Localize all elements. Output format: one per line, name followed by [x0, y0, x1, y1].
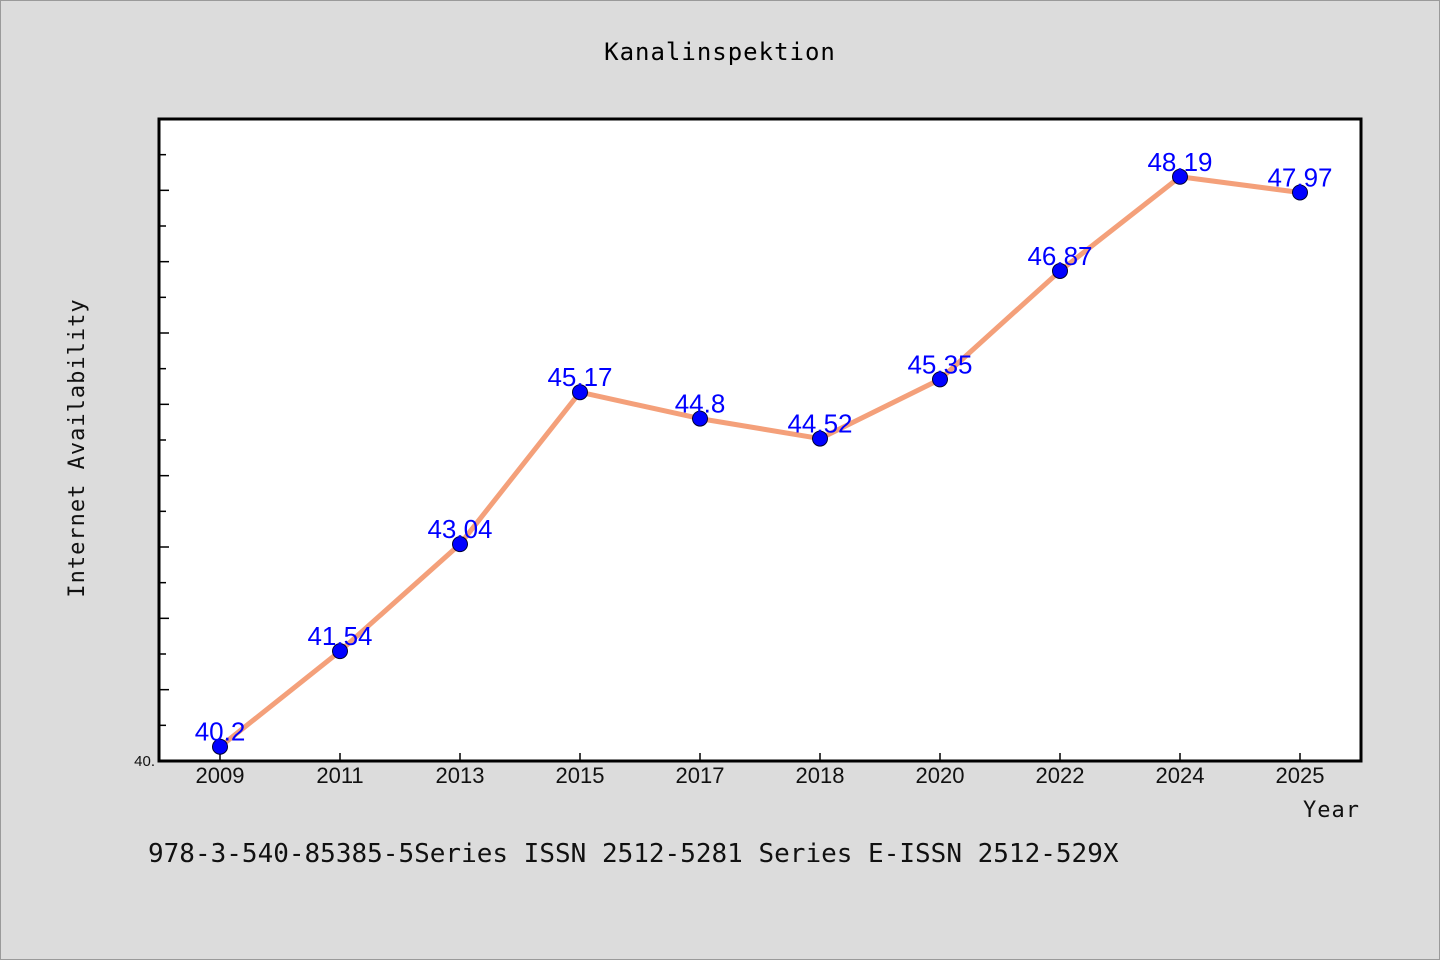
x-tick-label: 2017 [676, 763, 725, 788]
data-label: 44.8 [675, 389, 726, 419]
data-label: 45.35 [907, 349, 972, 379]
data-point [572, 384, 588, 401]
data-label: 43.04 [427, 514, 492, 544]
x-axis-tick-labels: 2009 2011 2013 2015 2017 2018 2020 2022 2024 2025 [196, 763, 1325, 788]
data-point [812, 430, 828, 447]
data-label: 41.54 [307, 621, 372, 651]
chart-title: Kanalinspektion [604, 38, 836, 66]
x-tick-label: 2024 [1156, 763, 1205, 788]
data-point [932, 371, 948, 388]
x-tick-label: 2015 [556, 763, 605, 788]
data-label: 46.87 [1027, 241, 1092, 271]
data-point [332, 643, 348, 660]
x-axis-ticks [219, 753, 1301, 761]
y-axis-ticks [159, 153, 169, 727]
y-axis-label: Internet Availability [65, 298, 90, 597]
data-label: 48.19 [1147, 147, 1212, 177]
data-label: 44.52 [787, 409, 852, 439]
data-point [1052, 262, 1068, 279]
data-label: 47.97 [1267, 162, 1332, 192]
data-labels: 40.2 41.54 43.04 45.17 44.8 44.52 45.35 46.87 48… [195, 147, 1333, 747]
data-point [1172, 168, 1188, 185]
x-tick-label: 2013 [436, 763, 485, 788]
y-tick-label: 40. [134, 753, 155, 770]
data-point [212, 738, 228, 755]
series-markers [212, 168, 1308, 755]
x-tick-label: 2025 [1276, 763, 1325, 788]
x-axis-label: Year [1303, 798, 1360, 823]
data-label: 40.2 [195, 717, 246, 747]
data-point [692, 410, 708, 427]
plot-area [157, 117, 1363, 763]
x-tick-label: 2011 [316, 763, 363, 788]
x-tick-label: 2018 [796, 763, 845, 788]
data-label: 45.17 [547, 362, 612, 392]
data-point [452, 536, 468, 553]
series-line [217, 174, 1303, 750]
x-tick-label: 2009 [196, 763, 245, 788]
x-tick-label: 2022 [1036, 763, 1085, 788]
footer-text: 978-3-540-85385-5Series ISSN 2512-5281 S… [148, 839, 1119, 869]
x-tick-label: 2020 [916, 763, 965, 788]
data-point [1292, 184, 1308, 201]
